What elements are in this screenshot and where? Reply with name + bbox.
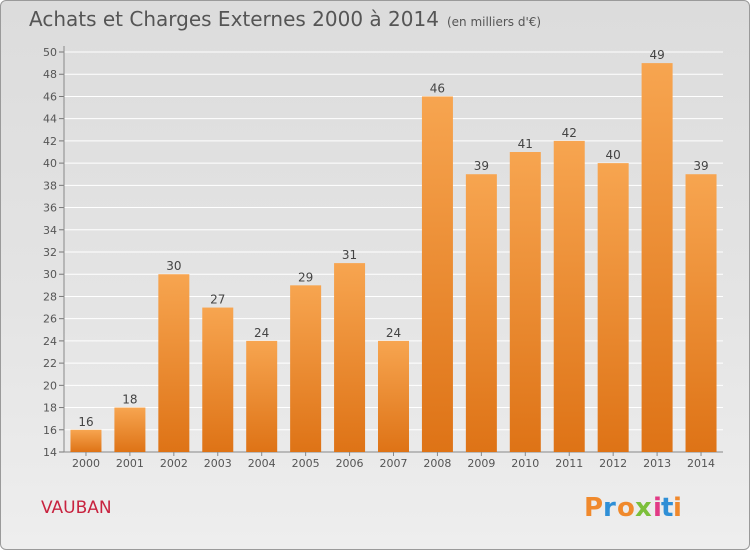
x-tick-label: 2010 — [511, 457, 539, 470]
logo-letter: P — [584, 493, 603, 523]
logo-letter: i — [653, 493, 662, 523]
x-tick-label: 2003 — [204, 457, 232, 470]
y-tick-label: 50 — [43, 46, 57, 59]
bar — [685, 174, 717, 452]
bar-value-label: 46 — [430, 81, 445, 95]
bar-value-label: 49 — [649, 48, 664, 62]
x-tick-label: 2000 — [72, 457, 100, 470]
bar-value-label: 18 — [122, 393, 137, 407]
bar — [70, 429, 102, 452]
y-tick-label: 44 — [43, 113, 57, 126]
y-tick-label: 22 — [43, 357, 57, 370]
bar-value-label: 29 — [298, 270, 313, 284]
y-tick-label: 18 — [43, 402, 57, 415]
y-tick-label: 42 — [43, 135, 57, 148]
chart-title-text: Achats et Charges Externes 2000 à 2014 — [29, 7, 439, 31]
bar — [421, 96, 453, 452]
bar — [465, 174, 497, 452]
y-tick-label: 14 — [43, 446, 57, 459]
bar — [202, 307, 234, 452]
y-tick-label: 16 — [43, 424, 57, 437]
logo-letter: o — [617, 493, 635, 523]
y-tick-label: 40 — [43, 157, 57, 170]
bar-value-label: 40 — [606, 148, 621, 162]
y-tick-label: 20 — [43, 379, 57, 392]
bar-value-label: 16 — [78, 415, 93, 429]
y-tick-label: 48 — [43, 68, 57, 81]
x-tick-label: 2014 — [687, 457, 715, 470]
bar-value-label: 39 — [474, 159, 489, 173]
x-tick-label: 2007 — [380, 457, 408, 470]
bar — [334, 263, 366, 452]
x-tick-label: 2013 — [643, 457, 671, 470]
x-tick-label: 2005 — [292, 457, 320, 470]
y-tick-label: 38 — [43, 179, 57, 192]
logo-letter: t — [661, 493, 673, 523]
chart-title: Achats et Charges Externes 2000 à 2014 (e… — [29, 7, 541, 31]
bar-value-label: 24 — [254, 326, 269, 340]
chart-unit-label: (en milliers d'€) — [446, 15, 542, 29]
x-tick-label: 2006 — [336, 457, 364, 470]
bar-value-label: 30 — [166, 259, 181, 273]
bar — [641, 63, 673, 452]
x-tick-label: 2001 — [116, 457, 144, 470]
bar — [597, 163, 629, 452]
y-tick-label: 36 — [43, 202, 57, 215]
commune-name: VAUBAN — [41, 498, 112, 518]
y-tick-label: 26 — [43, 313, 57, 326]
y-tick-label: 28 — [43, 290, 57, 303]
y-tick-label: 24 — [43, 335, 57, 348]
bar — [290, 285, 322, 452]
x-tick-label: 2004 — [248, 457, 276, 470]
x-tick-label: 2012 — [599, 457, 627, 470]
x-tick-label: 2002 — [160, 457, 188, 470]
logo-letter: x — [635, 493, 652, 523]
y-tick-label: 30 — [43, 268, 57, 281]
bar — [158, 274, 190, 452]
y-tick-label: 34 — [43, 224, 57, 237]
x-tick-label: 2009 — [467, 457, 495, 470]
y-tick-label: 46 — [43, 90, 57, 103]
bar-value-label: 39 — [693, 159, 708, 173]
logo-letter: r — [603, 493, 616, 523]
bar — [509, 152, 541, 452]
y-tick-label: 32 — [43, 246, 57, 259]
bar-value-label: 27 — [210, 293, 225, 307]
bar — [114, 407, 146, 452]
logo-letter: i — [673, 493, 682, 523]
bar — [378, 340, 409, 452]
bar-value-label: 31 — [342, 248, 357, 262]
bar-value-label: 41 — [518, 137, 533, 151]
bar — [246, 340, 278, 452]
x-tick-label: 2008 — [423, 457, 451, 470]
x-tick-label: 2011 — [555, 457, 583, 470]
bar — [553, 140, 585, 452]
bar-value-label: 42 — [562, 126, 577, 140]
bar-value-label: 24 — [386, 326, 401, 340]
